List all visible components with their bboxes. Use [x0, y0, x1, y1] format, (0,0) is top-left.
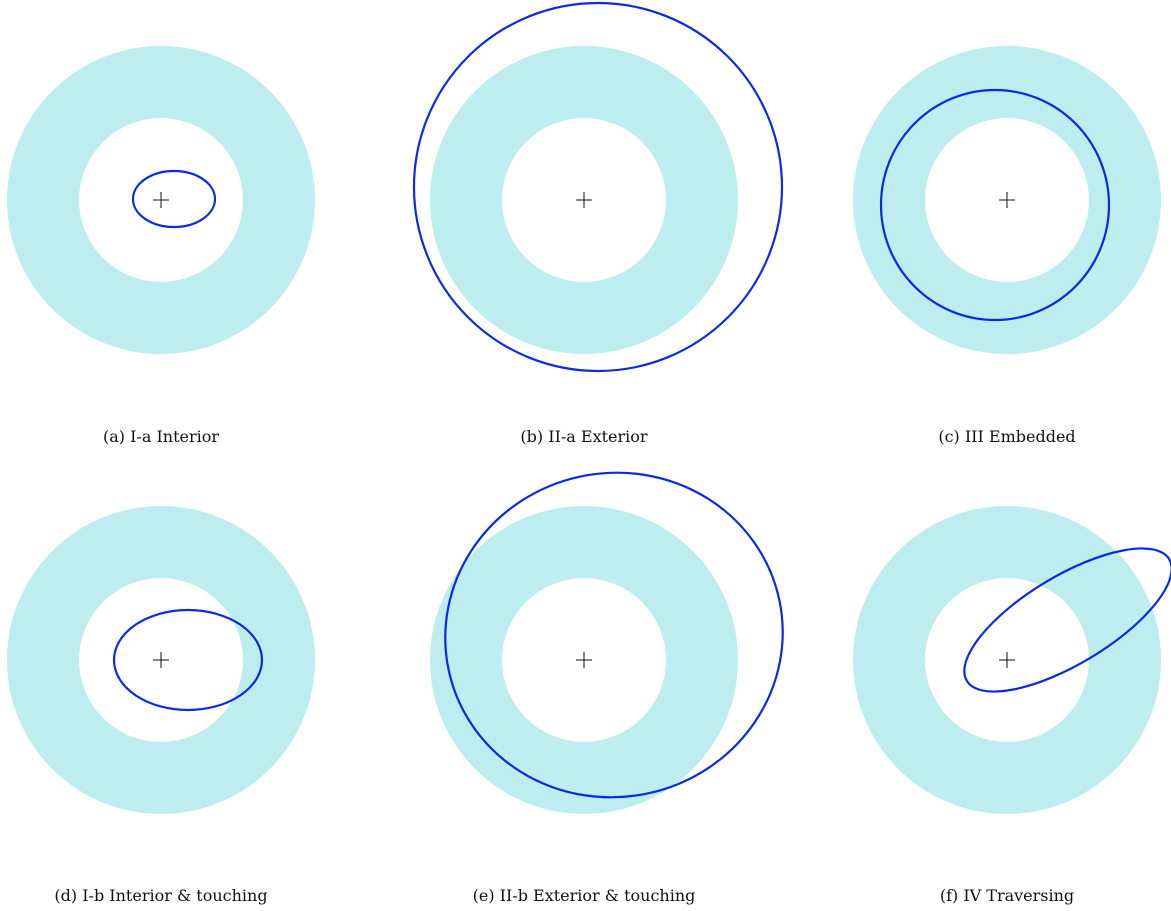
caption-e: (e) II-b Exterior & touching: [472, 886, 696, 905]
orbit-ellipse: [444, 471, 784, 799]
center-mark: [153, 192, 169, 208]
orbit-ellipse: [131, 169, 217, 229]
center-mark: [576, 652, 592, 668]
orbit-ellipse: [412, 1, 784, 373]
panel-e: [430, 471, 784, 814]
orbit-ellipse: [879, 88, 1111, 322]
caption-c: (c) III Embedded: [938, 427, 1076, 446]
panel-b: [412, 1, 784, 373]
panel-f: [853, 506, 1171, 814]
panel-c: [853, 46, 1161, 354]
caption-d: (d) I-b Interior & touching: [54, 886, 268, 905]
caption-f: (f) IV Traversing: [939, 886, 1075, 905]
center-mark: [999, 192, 1015, 208]
caption-b: (b) II-a Exterior: [520, 427, 648, 446]
center-mark: [153, 652, 169, 668]
orbit-ellipse: [112, 608, 264, 712]
center-mark: [999, 652, 1015, 668]
caption-a: (a) I-a Interior: [102, 427, 220, 446]
panel-d: [7, 506, 315, 814]
orbit-ellipse: [963, 547, 1171, 693]
center-mark: [576, 192, 592, 208]
panel-a: [7, 46, 315, 354]
